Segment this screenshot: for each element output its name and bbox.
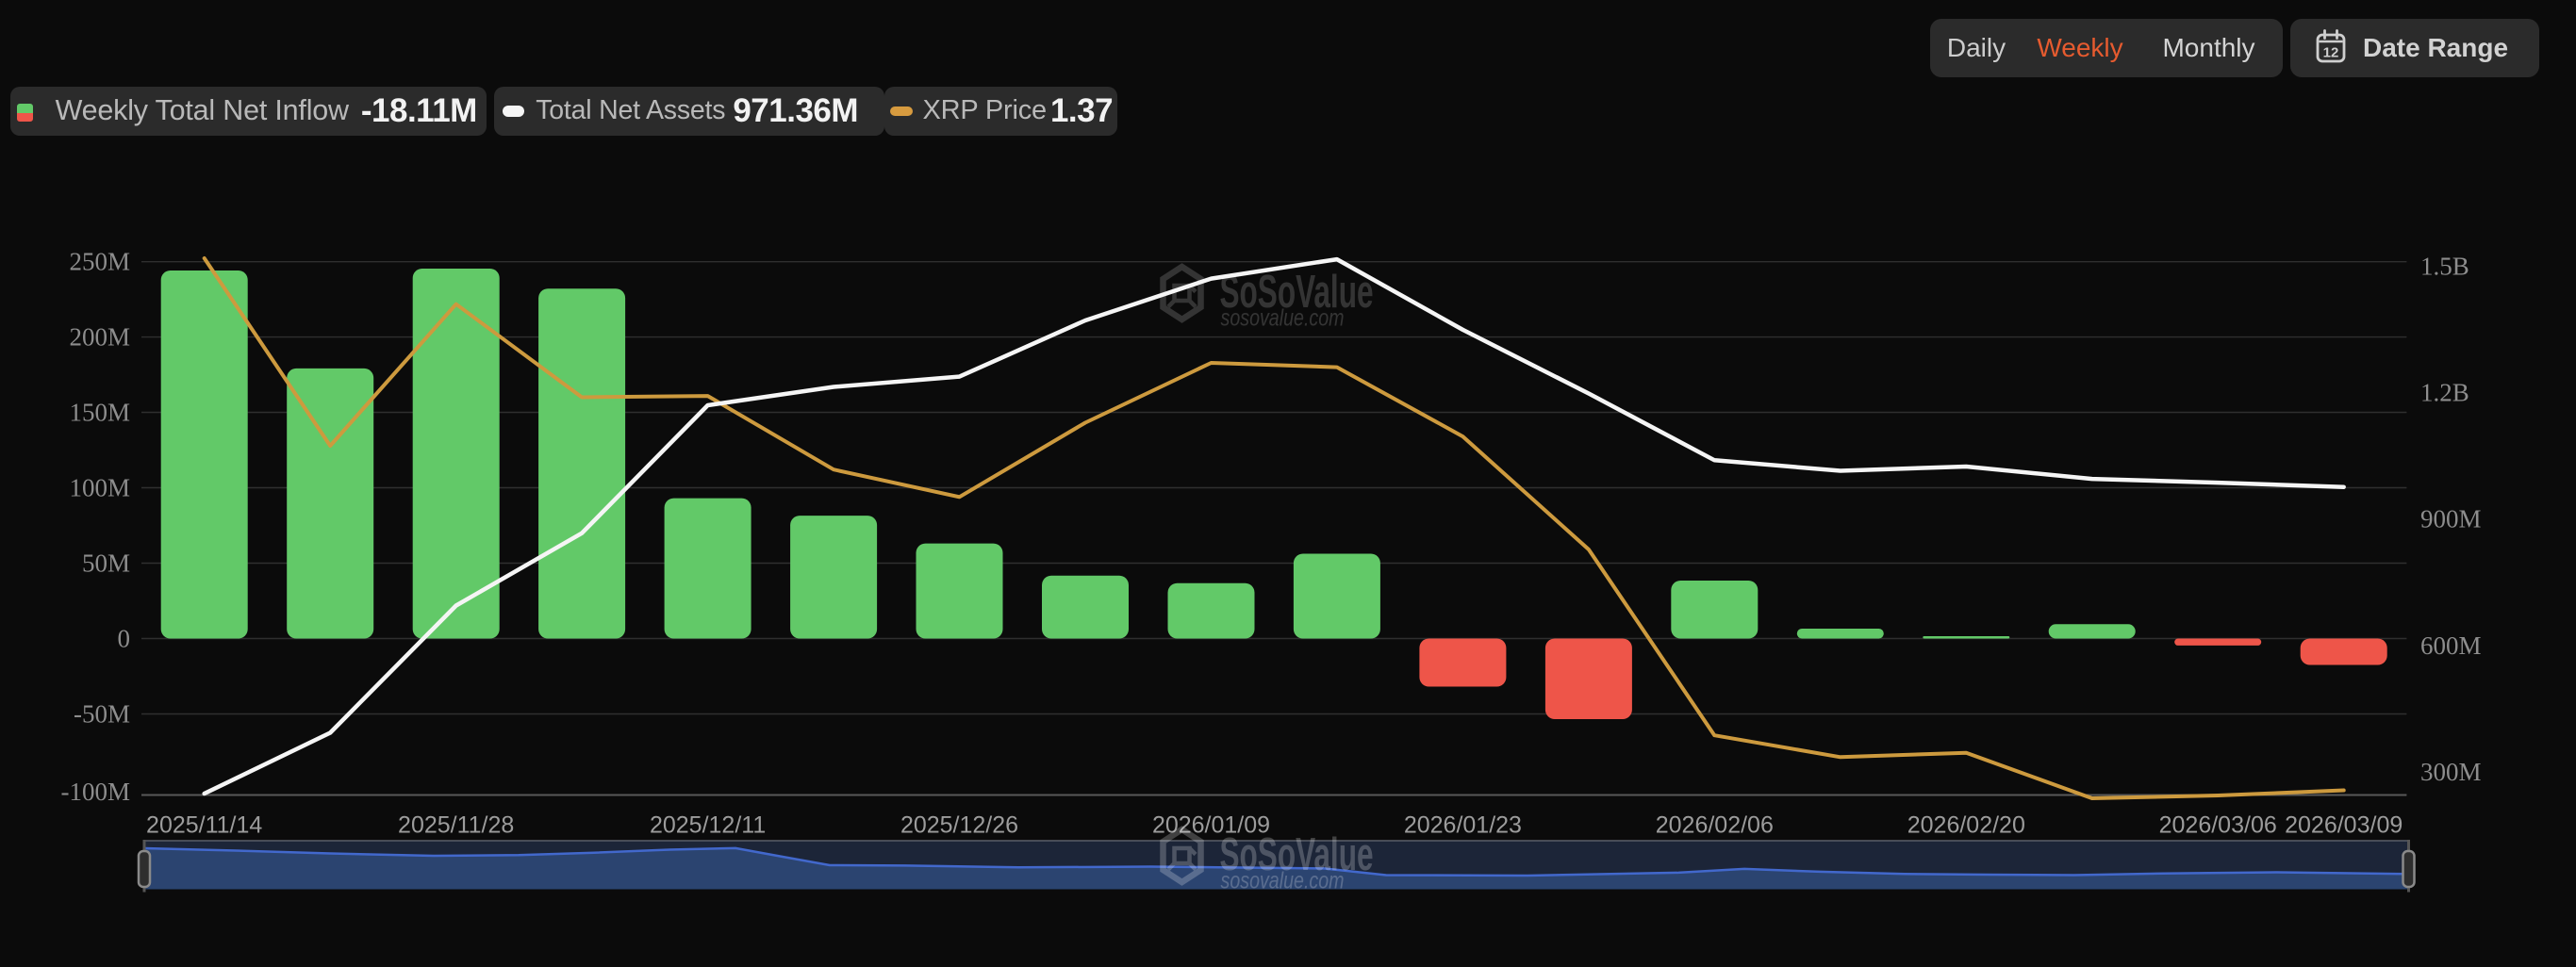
- svg-text:2025/11/28: 2025/11/28: [398, 812, 514, 839]
- svg-text:-50M: -50M: [74, 700, 130, 729]
- svg-text:2026/01/09: 2026/01/09: [1152, 812, 1270, 839]
- svg-text:50M: 50M: [82, 549, 130, 578]
- svg-text:sosovalue.com: sosovalue.com: [1221, 305, 1345, 332]
- svg-text:2025/11/14: 2025/11/14: [146, 812, 262, 839]
- svg-text:900M: 900M: [2420, 505, 2482, 533]
- svg-text:2025/12/11: 2025/12/11: [650, 812, 766, 839]
- svg-text:2026/02/20: 2026/02/20: [1907, 812, 2025, 839]
- svg-text:2026/03/06: 2026/03/06: [2159, 812, 2277, 839]
- svg-text:150M: 150M: [69, 399, 130, 427]
- svg-text:1.2B: 1.2B: [2420, 379, 2469, 407]
- svg-text:250M: 250M: [69, 248, 130, 276]
- svg-text:300M: 300M: [2420, 758, 2482, 786]
- svg-text:2026/03/09: 2026/03/09: [2285, 812, 2403, 839]
- svg-text:2025/12/26: 2025/12/26: [900, 812, 1018, 839]
- svg-text:-100M: -100M: [61, 778, 131, 806]
- svg-text:12: 12: [2323, 45, 2339, 61]
- svg-text:2026/01/23: 2026/01/23: [1404, 812, 1522, 839]
- svg-text:sosovalue.com: sosovalue.com: [1221, 868, 1345, 894]
- svg-text:100M: 100M: [69, 474, 130, 502]
- svg-text:1.5B: 1.5B: [2420, 252, 2469, 280]
- svg-text:600M: 600M: [2420, 631, 2482, 660]
- svg-text:SoSoValue: SoSoValue: [1220, 829, 1374, 880]
- svg-text:200M: 200M: [69, 323, 130, 352]
- svg-text:0: 0: [118, 625, 131, 653]
- svg-text:2026/02/06: 2026/02/06: [1656, 812, 1774, 839]
